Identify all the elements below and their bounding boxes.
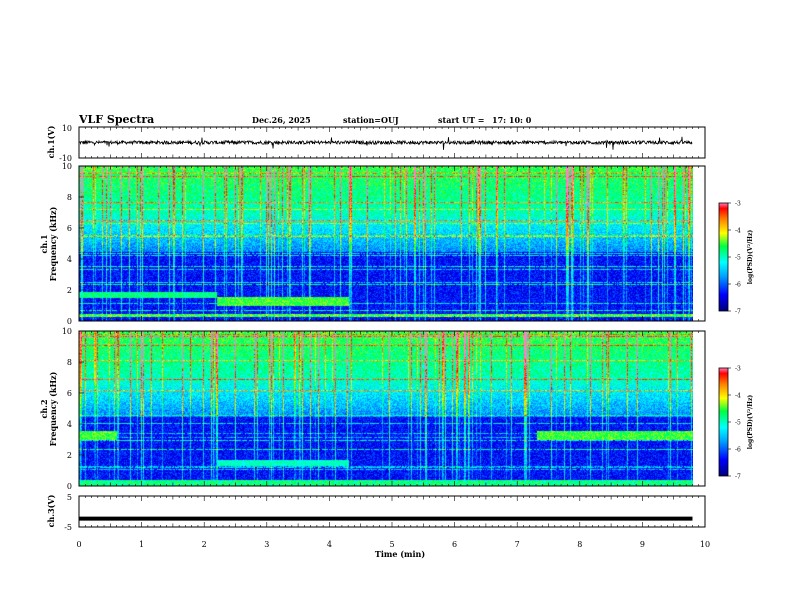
ch2-spec-ylabel-line2: Frequency (kHz) [48,371,58,446]
ch3-waveform-frame [78,495,706,528]
ch2-spec-ytick-label: 0 [67,482,72,491]
ch2-colorbar [718,367,729,477]
ch1-colorbar-tick-label: -4 [735,228,741,235]
ch2-spec-ytick-label: 8 [67,358,72,367]
ch3-waveform-panel: 5 -5 ch.3(V) [46,493,706,532]
start-ut-label: start UT = [438,115,485,125]
station-label: station=OUJ [343,115,399,125]
ch2-colorbar-tick-label: -4 [735,393,741,400]
x-tick-label: 9 [640,540,645,549]
ch1-spectrogram-image [79,166,693,321]
figure-title: VLF Spectra [78,113,154,126]
ch2-colorbar-tick-label: -6 [735,447,741,454]
ch1-colorbar [718,202,729,312]
ch2-spec-ytick-label: 4 [67,420,72,429]
ch2-colorbar-label: log(PSD)(V²/Hz) [747,395,754,450]
x-tick-label: 0 [76,540,81,549]
ch1-waveform-panel: 10 -10 ch.1(V) [46,124,706,163]
ch3-wave-ylabel: ch.3(V) [46,494,56,527]
ch2-colorbar-tick-label: -5 [735,420,741,427]
ch3-ytick-top: 5 [67,493,72,502]
ch1-colorbar-tick-label: -6 [735,282,741,289]
date-label: Dec.26, 2025 [252,115,311,125]
x-tick-label: 3 [264,540,269,549]
x-tick-label: 4 [327,540,332,549]
ch2-spec-ytick-label: 10 [62,327,72,336]
ch2-spec-ylabel-line1: ch.2 [39,399,49,418]
x-tick-label: 8 [577,540,582,549]
x-tick-label: 7 [515,540,520,549]
ch2-colorbar-tick-label: -3 [735,366,741,373]
ch1-spec-ytick-label: 10 [62,162,72,171]
ch1-spec-ytick-label: 2 [67,286,72,295]
ch1-waveform-line [79,136,693,150]
ch1-colorbar-tick-label: -5 [735,255,741,262]
ch1-spec-ytick-label: 6 [67,224,72,233]
ch1-spec-ylabel-line1: ch.1 [39,234,49,253]
x-tick-label: 1 [139,540,144,549]
x-tick-label: 10 [700,540,710,549]
ch1-ytick-top: 10 [62,124,72,133]
ch1-spec-ylabel-line2: Frequency (kHz) [48,206,58,281]
ch3-ytick-bottom: -5 [64,523,72,532]
ch1-spec-ytick-label: 0 [67,317,72,326]
ch1-spec-ytick-label: 8 [67,193,72,202]
ch1-colorbar-tick-label: -3 [735,201,741,208]
x-tick-label: 2 [202,540,207,549]
ch2-spec-ytick-label: 2 [67,451,72,460]
x-tick-label: 6 [452,540,457,549]
x-tick-label: 5 [389,540,394,549]
ch1-colorbar-tick-label: -7 [735,309,741,316]
ch2-colorbar-tick-label: -7 [735,474,741,481]
ch1-wave-ylabel: ch.1(V) [46,125,56,158]
x-axis-tick-labels: 0 1 2 3 4 5 6 7 8 9 10 [76,540,710,549]
start-time-value: 17: 10: 0 [492,115,532,125]
ch1-spec-ytick-label: 4 [67,255,72,264]
ch1-colorbar-label: log(PSD)(V²/Hz) [747,230,754,285]
ch2-spec-ytick-label: 6 [67,389,72,398]
ch1-ytick-bottom: -10 [59,154,72,163]
ch2-spectrogram-image [79,331,693,486]
x-axis-label: Time (min) [375,549,425,559]
